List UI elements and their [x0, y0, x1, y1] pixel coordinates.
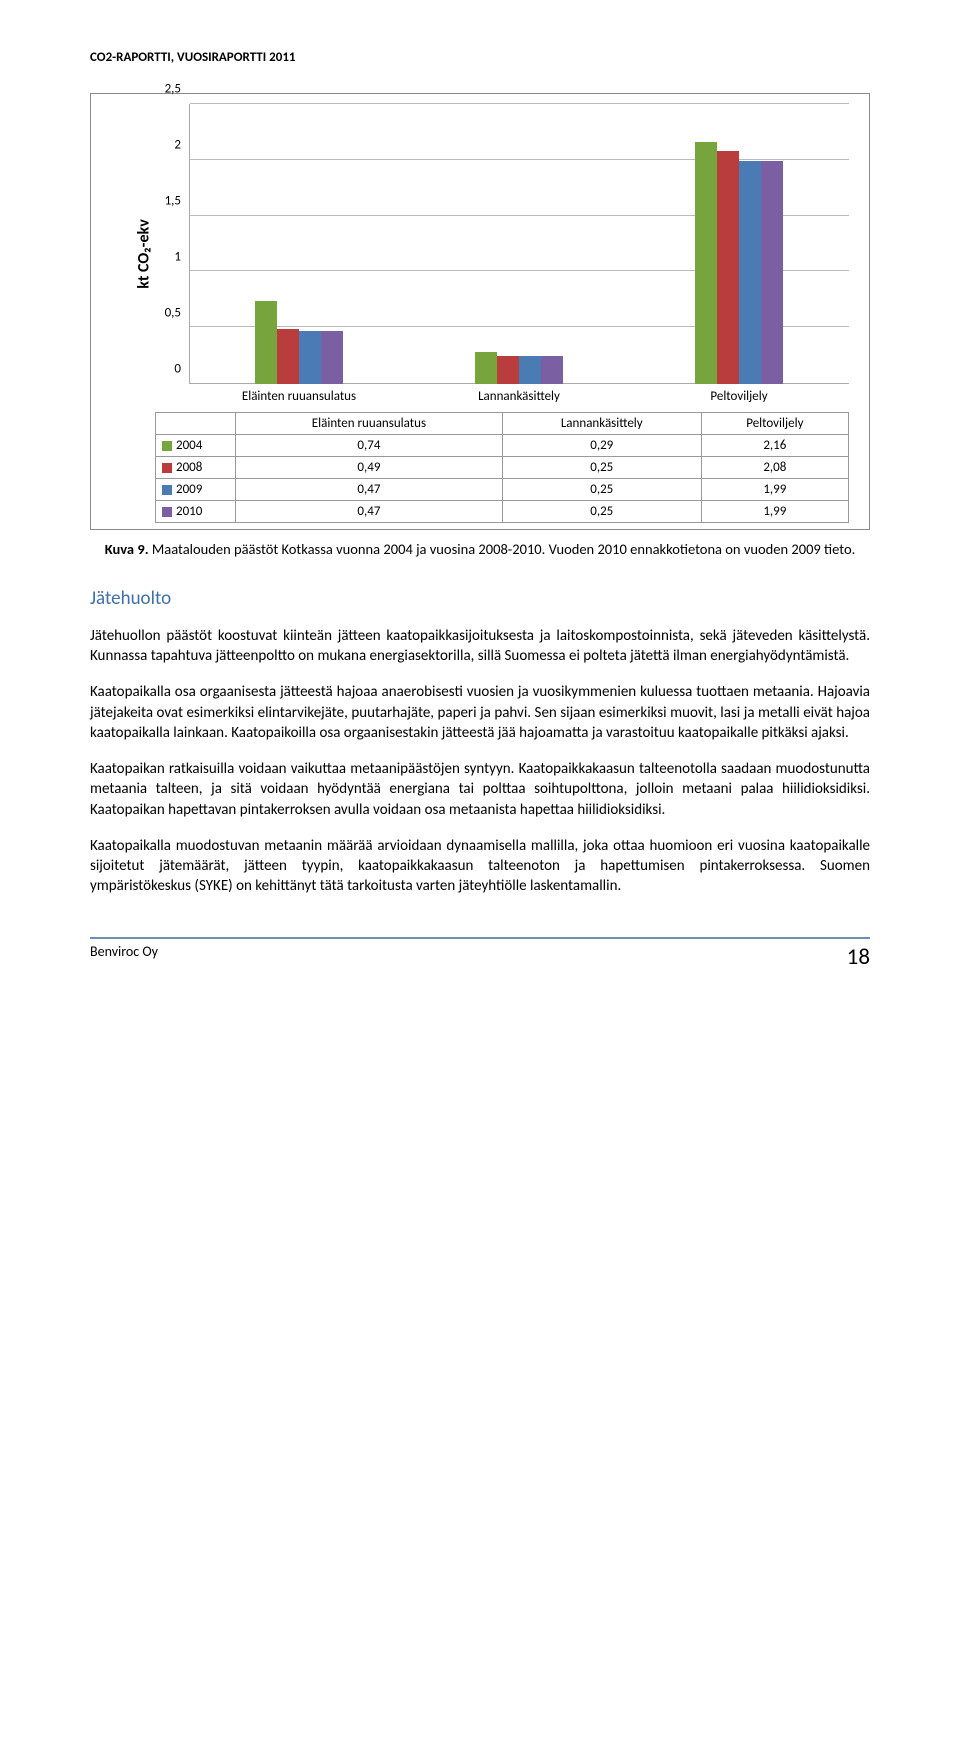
footer-company: Benviroc Oy	[90, 943, 158, 971]
table-cell: 0,25	[502, 501, 701, 523]
x-tick-label: Peltoviljely	[629, 389, 849, 404]
chart-data-table: Eläinten ruuansulatusLannankäsittelyPelt…	[155, 412, 849, 523]
x-tick-label: Lannankäsittely	[409, 389, 629, 404]
table-row-header: 2009	[156, 479, 236, 501]
table-cell: 2,08	[701, 457, 848, 479]
plot-area: kt CO₂-ekv 00,511,522,5 Eläinten ruuansu…	[155, 104, 855, 404]
table-row: 20100,470,251,99	[156, 501, 849, 523]
body-paragraph: Kaatopaikalla muodostuvan metaanin määrä…	[90, 836, 870, 897]
figure-caption: Kuva 9. Maatalouden päästöt Kotkassa vuo…	[90, 540, 870, 559]
table-cell: 0,25	[502, 479, 701, 501]
table-cell: 2,16	[701, 435, 848, 457]
table-cell: 0,25	[502, 457, 701, 479]
doc-header: CO2-RAPORTTI, VUOSIRAPORTTI 2011	[90, 50, 870, 65]
table-corner	[156, 413, 236, 435]
table-row: 20090,470,251,99	[156, 479, 849, 501]
table-row-header: 2010	[156, 501, 236, 523]
bar-group	[409, 104, 629, 384]
bar	[717, 151, 739, 384]
footer-page-number: 18	[847, 943, 870, 971]
bar	[541, 356, 563, 384]
table-cell: 0,74	[236, 435, 503, 457]
page-footer: Benviroc Oy 18	[90, 937, 870, 971]
table-cell: 0,29	[502, 435, 701, 457]
y-tick-label: 2,5	[151, 82, 181, 97]
table-row-header: 2004	[156, 435, 236, 457]
body-paragraph: Jätehuollon päästöt koostuvat kiinteän j…	[90, 626, 870, 667]
table-cell: 0,47	[236, 479, 503, 501]
caption-text: Maatalouden päästöt Kotkassa vuonna 2004…	[149, 540, 856, 558]
section-heading: Jätehuolto	[90, 587, 870, 610]
body-paragraph: Kaatopaikan ratkaisuilla voidaan vaikutt…	[90, 759, 870, 820]
body-paragraph: Kaatopaikalla osa orgaanisesta jätteestä…	[90, 682, 870, 743]
bar	[475, 352, 497, 384]
table-cell: 1,99	[701, 479, 848, 501]
bar	[761, 161, 783, 384]
y-tick-label: 1,5	[151, 194, 181, 209]
table-row-header: 2008	[156, 457, 236, 479]
table-cell: 0,47	[236, 501, 503, 523]
table-cell: 1,99	[701, 501, 848, 523]
table-row: 20040,740,292,16	[156, 435, 849, 457]
table-row: 20080,490,252,08	[156, 457, 849, 479]
y-tick-label: 0,5	[151, 306, 181, 321]
bar	[497, 356, 519, 384]
legend-swatch	[162, 441, 172, 451]
legend-swatch	[162, 463, 172, 473]
legend-swatch	[162, 485, 172, 495]
emissions-chart: kt CO₂-ekv 00,511,522,5 Eläinten ruuansu…	[90, 93, 870, 530]
y-tick-label: 2	[151, 138, 181, 153]
bar	[277, 329, 299, 384]
bar-group	[629, 104, 849, 384]
bar	[299, 331, 321, 384]
table-column-header: Eläinten ruuansulatus	[236, 413, 503, 435]
x-tick-label: Eläinten ruuansulatus	[189, 389, 409, 404]
x-ticks: Eläinten ruuansulatusLannankäsittelyPelt…	[189, 389, 849, 404]
y-tick-label: 1	[151, 250, 181, 265]
table-column-header: Lannankäsittely	[502, 413, 701, 435]
bar	[695, 142, 717, 384]
bar	[519, 356, 541, 384]
caption-label: Kuva 9.	[105, 540, 149, 558]
table-cell: 0,49	[236, 457, 503, 479]
bar	[255, 301, 277, 384]
bar-group	[189, 104, 409, 384]
table-column-header: Peltoviljely	[701, 413, 848, 435]
bar	[321, 331, 343, 384]
bars-container	[189, 104, 849, 384]
y-tick-label: 0	[151, 362, 181, 377]
bar	[739, 161, 761, 384]
legend-swatch	[162, 507, 172, 517]
